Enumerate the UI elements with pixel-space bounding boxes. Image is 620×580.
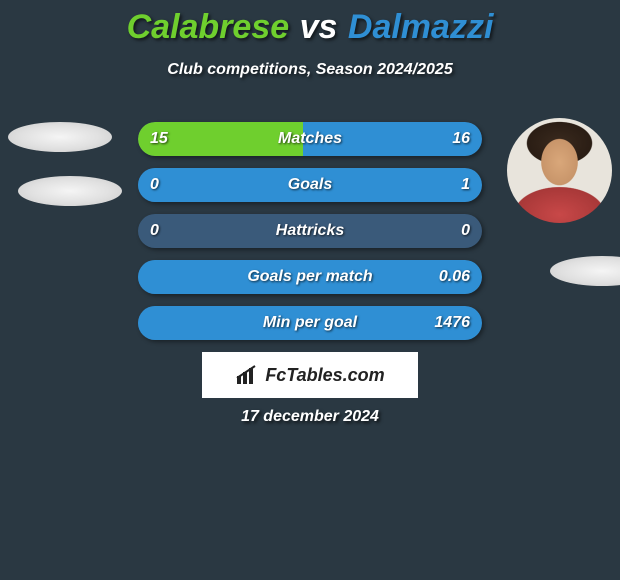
vs-label: vs (300, 8, 338, 47)
stats-chart: 15 Matches 16 0 Goals 1 0 Hattricks 0 Go… (138, 122, 482, 352)
stat-row-hattricks: 0 Hattricks 0 (138, 214, 482, 248)
stat-label: Matches (278, 130, 342, 148)
decor-ellipse (18, 176, 122, 206)
logo-text: FcTables.com (265, 365, 384, 386)
bar-chart-icon (235, 364, 261, 386)
date-label: 17 december 2024 (0, 408, 620, 426)
stat-label: Goals (288, 176, 332, 194)
decor-ellipse (8, 122, 112, 152)
stat-left-value: 0 (150, 222, 159, 240)
player2-avatar (507, 118, 612, 223)
stat-right-value: 0 (461, 222, 470, 240)
subtitle: Club competitions, Season 2024/2025 (0, 61, 620, 79)
stat-row-goals-per-match: Goals per match 0.06 (138, 260, 482, 294)
player1-name: Calabrese (127, 8, 290, 47)
stat-right-value: 16 (452, 130, 470, 148)
stat-left-value: 15 (150, 130, 168, 148)
stat-label: Goals per match (247, 268, 372, 286)
avatar-photo (507, 118, 612, 223)
stat-label: Min per goal (263, 314, 357, 332)
stat-right-value: 1476 (434, 314, 470, 332)
decor-ellipse (550, 256, 620, 286)
fctables-logo[interactable]: FcTables.com (202, 352, 418, 398)
stat-row-matches: 15 Matches 16 (138, 122, 482, 156)
stat-right-value: 1 (461, 176, 470, 194)
stat-label: Hattricks (276, 222, 344, 240)
stat-row-goals: 0 Goals 1 (138, 168, 482, 202)
stat-left-value: 0 (150, 176, 159, 194)
player2-name: Dalmazzi (348, 8, 494, 47)
stat-row-min-per-goal: Min per goal 1476 (138, 306, 482, 340)
title-row: Calabrese vs Dalmazzi (0, 0, 620, 47)
stat-right-value: 0.06 (439, 268, 470, 286)
